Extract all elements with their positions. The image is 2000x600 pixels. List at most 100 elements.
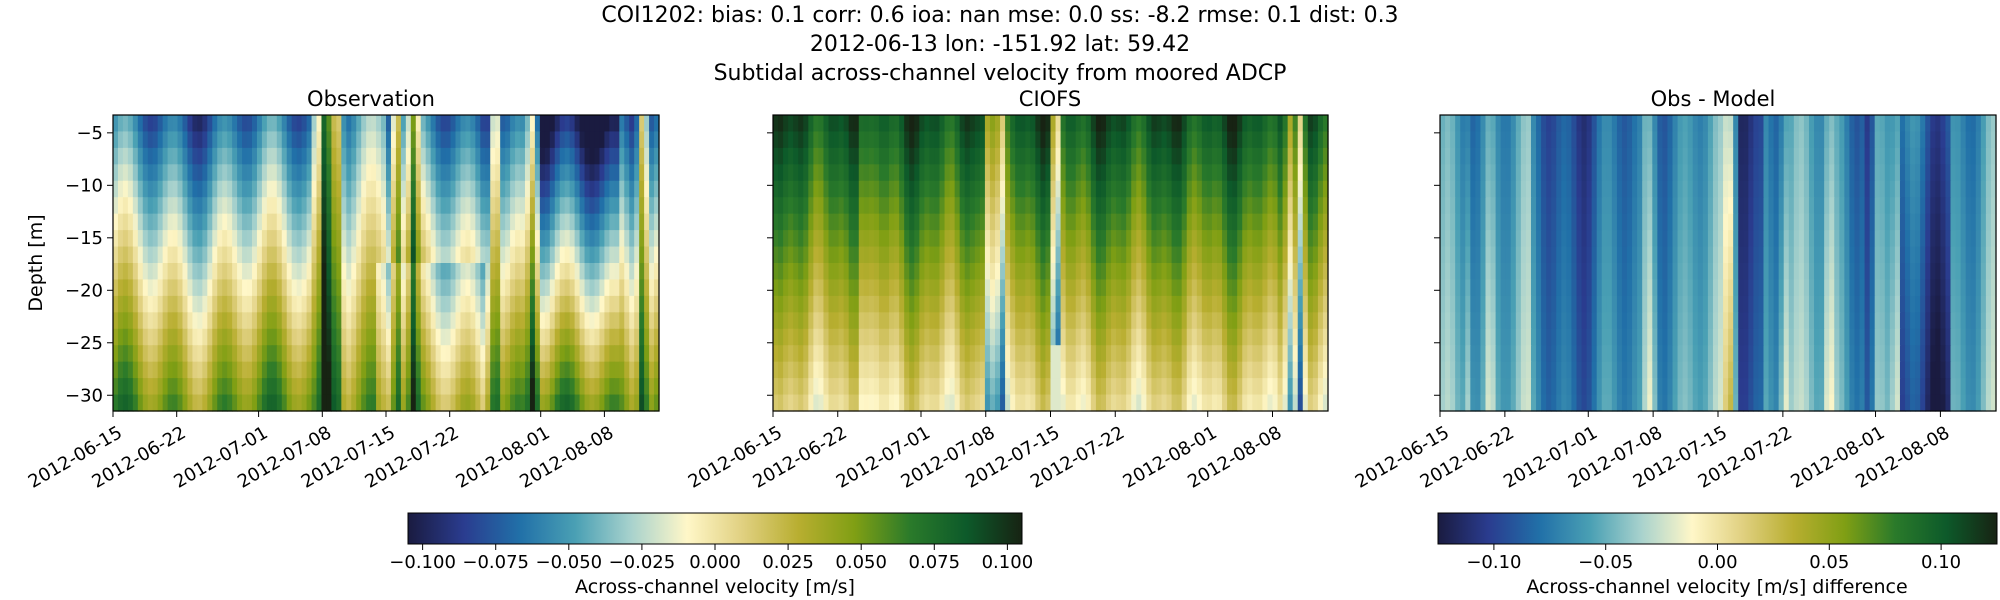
heatmap-cell	[544, 131, 551, 149]
heatmap-cell	[1065, 164, 1072, 182]
heatmap-cell	[187, 279, 194, 297]
heatmap-cell	[778, 180, 784, 198]
heatmap-cell	[122, 246, 129, 264]
heatmap-cell	[1025, 147, 1031, 165]
heatmap-cell	[644, 378, 650, 396]
heatmap-cell	[361, 164, 367, 182]
heatmap-cell	[604, 361, 610, 379]
heatmap-cell	[584, 328, 591, 346]
heatmap-cell	[1728, 180, 1734, 198]
heatmap-cell	[1465, 230, 1471, 248]
heatmap-cell	[1217, 394, 1223, 412]
heatmap-cell	[954, 213, 961, 231]
heatmap-cell	[1317, 246, 1324, 264]
heatmap-cell	[1126, 246, 1132, 264]
heatmap-cell	[1217, 295, 1223, 313]
heatmap-cell	[914, 164, 920, 182]
heatmap-cell	[420, 230, 427, 248]
heatmap-cell	[1050, 230, 1057, 248]
heatmap-cell	[1718, 147, 1724, 165]
heatmap-cell	[336, 164, 342, 182]
heatmap-cell	[889, 263, 895, 281]
heatmap-cell	[192, 328, 198, 346]
heatmap-cell	[202, 378, 208, 396]
heatmap-cell	[361, 394, 367, 412]
heatmap-cell	[217, 378, 223, 396]
heatmap-cell	[1864, 213, 1871, 231]
heatmap-cell	[1955, 147, 1962, 165]
heatmap-cell	[1222, 230, 1228, 248]
heatmap-cell	[1070, 263, 1077, 281]
heatmap-cell	[515, 295, 521, 313]
heatmap-cell	[554, 378, 561, 396]
heatmap-cell	[1915, 213, 1921, 231]
heatmap-cell	[1935, 131, 1941, 149]
heatmap-cell	[873, 131, 880, 149]
heatmap-cell	[544, 263, 551, 281]
heatmap-cell	[863, 230, 870, 248]
heatmap-cell	[296, 180, 303, 198]
heatmap-cell	[296, 230, 303, 248]
heatmap-cell	[984, 164, 991, 182]
heatmap-cell	[430, 328, 437, 346]
heatmap-cell	[1111, 230, 1117, 248]
heatmap-cell	[1191, 164, 1198, 182]
heatmap-cell	[773, 197, 779, 215]
heatmap-cell	[316, 263, 323, 281]
heatmap-cell	[137, 131, 144, 149]
heatmap-cell	[929, 246, 936, 264]
heatmap-cell	[1672, 147, 1679, 165]
heatmap-cell	[430, 131, 437, 149]
heatmap-cell	[311, 361, 318, 379]
heatmap-cell	[564, 131, 571, 149]
heatmap-cell	[1475, 164, 1482, 182]
heatmap-cell	[356, 361, 362, 379]
heatmap-cell	[251, 213, 258, 231]
heatmap-cell	[1596, 197, 1603, 215]
heatmap-cell	[634, 115, 640, 133]
heatmap-cell	[341, 131, 347, 149]
heatmap-cell	[1176, 147, 1183, 165]
heatmap-cell	[276, 295, 283, 313]
heatmap-cell	[1702, 246, 1709, 264]
heatmap-cell	[599, 147, 605, 165]
heatmap-cell	[808, 263, 814, 281]
heatmap-cell	[480, 246, 486, 264]
heatmap-cell	[415, 394, 422, 412]
heatmap-cell	[435, 378, 442, 396]
heatmap-cell	[276, 197, 283, 215]
heatmap-cell	[291, 213, 298, 231]
heatmap-cell	[1652, 180, 1658, 198]
heatmap-cell	[788, 394, 794, 412]
heatmap-cell	[127, 180, 134, 198]
heatmap-cell	[629, 131, 635, 149]
heatmap-cell	[914, 279, 920, 297]
heatmap-cell	[1005, 230, 1011, 248]
heatmap-cell	[1505, 131, 1512, 149]
heatmap-cell	[1141, 131, 1147, 149]
heatmap-cell	[1080, 164, 1087, 182]
heatmap-cell	[1010, 197, 1016, 215]
heatmap-cell	[1121, 197, 1127, 215]
heatmap-cell	[904, 246, 910, 264]
heatmap-cell	[1186, 246, 1193, 264]
heatmap-cell	[969, 147, 976, 165]
heatmap-cell	[1131, 164, 1137, 182]
heatmap-cell	[1601, 164, 1608, 182]
heatmap-cell	[371, 115, 377, 133]
heatmap-cell	[361, 115, 367, 133]
heatmap-cell	[455, 213, 462, 231]
heatmap-cell	[167, 164, 174, 182]
heatmap-cell	[1100, 378, 1107, 396]
heatmap-cell	[490, 213, 496, 231]
heatmap-cell	[515, 279, 521, 297]
heatmap-cell	[271, 115, 278, 133]
heatmap-cell	[271, 312, 278, 330]
heatmap-cell	[853, 328, 860, 346]
heatmap-cell	[833, 180, 840, 198]
heatmap-cell	[1040, 378, 1047, 396]
heatmap-cell	[1201, 279, 1208, 297]
heatmap-cell	[873, 263, 880, 281]
heatmap-cell	[1242, 394, 1248, 412]
heatmap-cell	[1252, 131, 1258, 149]
